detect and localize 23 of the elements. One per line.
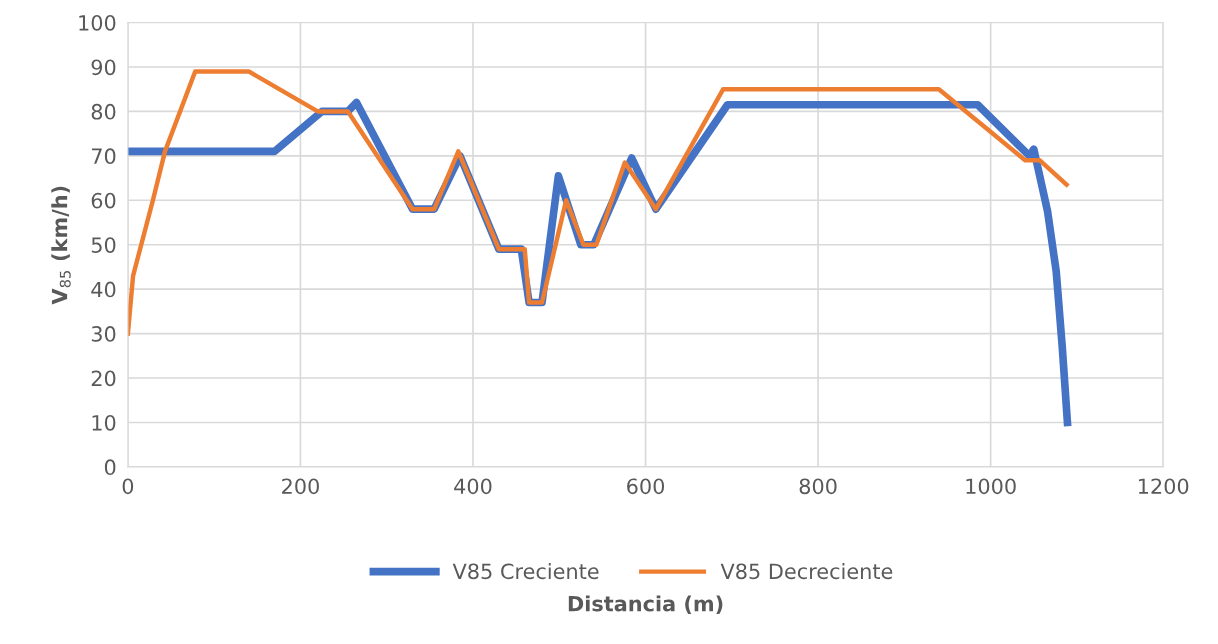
- y-tick-label: 0: [104, 459, 116, 476]
- x-axis-title: Distancia (m): [568, 595, 723, 614]
- legend-label: V85 Decreciente: [720, 563, 893, 580]
- y-tick-label: 30: [91, 326, 116, 342]
- y-tick-label: 100: [79, 14, 116, 31]
- x-tick-label: 1200: [1138, 478, 1189, 495]
- y-tick-label: 40: [91, 281, 116, 298]
- x-tick-label: 1000: [966, 478, 1016, 495]
- x-tick-label: 400: [454, 478, 492, 495]
- y-tick-label: 20: [91, 370, 116, 387]
- line-series: [127, 69, 1069, 336]
- y-tick-label: 80: [91, 103, 116, 120]
- x-tick-label: 600: [627, 478, 665, 495]
- x-tick-label: 800: [799, 478, 837, 495]
- legend-label: V85 Creciente: [452, 563, 599, 580]
- y-tick-label: 70: [91, 148, 116, 165]
- y-tick-label: 10: [92, 414, 116, 431]
- y-tick-label: 90: [91, 59, 116, 76]
- x-tick-label: 200: [282, 478, 319, 495]
- y-tick-label: 60: [91, 192, 116, 209]
- x-tick-label: 0: [122, 478, 134, 495]
- y-axis-title: V$_{85}$ (km/h): [51, 186, 71, 305]
- y-tick-label: 50: [91, 237, 116, 253]
